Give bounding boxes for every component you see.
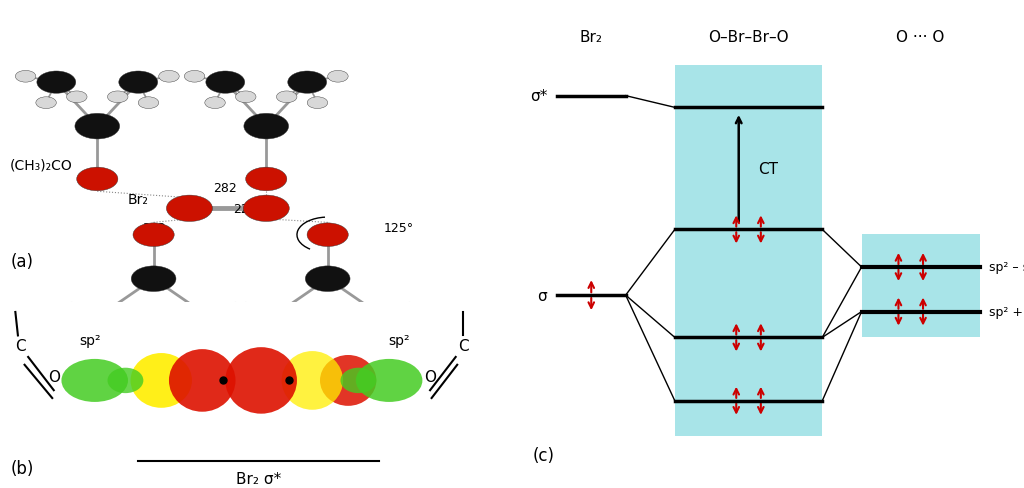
- Circle shape: [119, 72, 158, 94]
- Circle shape: [256, 329, 276, 341]
- Circle shape: [83, 303, 122, 325]
- Text: C: C: [15, 338, 26, 353]
- Text: (a): (a): [10, 253, 33, 270]
- Circle shape: [131, 266, 176, 292]
- Ellipse shape: [108, 368, 143, 393]
- Circle shape: [257, 303, 296, 325]
- Text: 282: 282: [213, 182, 238, 195]
- Ellipse shape: [340, 368, 377, 393]
- Circle shape: [328, 71, 348, 83]
- Circle shape: [67, 92, 87, 103]
- Circle shape: [174, 323, 195, 335]
- Ellipse shape: [356, 359, 422, 402]
- Circle shape: [244, 114, 289, 140]
- Circle shape: [36, 98, 56, 109]
- Circle shape: [244, 196, 290, 222]
- Text: 282: 282: [141, 222, 166, 234]
- Text: O–Br–Br–O: O–Br–Br–O: [709, 30, 788, 45]
- Ellipse shape: [61, 359, 128, 402]
- Text: O ··· O: O ··· O: [896, 30, 945, 45]
- Circle shape: [236, 303, 256, 314]
- Ellipse shape: [169, 349, 236, 412]
- Circle shape: [288, 72, 327, 94]
- Text: (c): (c): [532, 446, 554, 464]
- Circle shape: [75, 114, 120, 140]
- Circle shape: [225, 303, 246, 314]
- Bar: [861, 235, 980, 338]
- Circle shape: [205, 98, 225, 109]
- Circle shape: [236, 92, 256, 103]
- Text: (CH₃)₂CO: (CH₃)₂CO: [10, 158, 73, 172]
- Text: sp² + sp²: sp² + sp²: [989, 305, 1024, 318]
- Circle shape: [305, 266, 350, 292]
- Circle shape: [133, 224, 174, 247]
- Text: O: O: [48, 369, 59, 384]
- Text: σ*: σ*: [529, 89, 547, 104]
- Circle shape: [206, 72, 245, 94]
- Circle shape: [379, 329, 399, 341]
- Circle shape: [185, 303, 224, 325]
- Ellipse shape: [282, 351, 343, 410]
- Circle shape: [108, 92, 128, 103]
- Ellipse shape: [225, 347, 297, 414]
- Text: sp² – sp²: sp² – sp²: [989, 261, 1024, 274]
- Circle shape: [287, 323, 307, 335]
- Text: σ: σ: [538, 288, 547, 303]
- Circle shape: [15, 71, 36, 83]
- Circle shape: [276, 92, 297, 103]
- Ellipse shape: [319, 355, 377, 406]
- Text: Br₂: Br₂: [128, 193, 148, 207]
- Text: sp²: sp²: [79, 333, 100, 347]
- Circle shape: [307, 224, 348, 247]
- Circle shape: [359, 303, 398, 325]
- Circle shape: [307, 98, 328, 109]
- Circle shape: [61, 303, 82, 314]
- Text: 125°: 125°: [384, 222, 414, 234]
- Circle shape: [205, 329, 225, 341]
- Circle shape: [77, 168, 118, 191]
- Text: sp²: sp²: [389, 333, 410, 347]
- Circle shape: [159, 71, 179, 83]
- Circle shape: [37, 72, 76, 94]
- Circle shape: [184, 71, 205, 83]
- Text: Br₂ σ*: Br₂ σ*: [236, 471, 282, 486]
- Text: CT: CT: [759, 162, 778, 177]
- Ellipse shape: [131, 353, 193, 408]
- Text: C: C: [458, 338, 469, 353]
- Text: Br₂: Br₂: [580, 30, 603, 45]
- Text: (b): (b): [10, 460, 34, 477]
- Circle shape: [348, 323, 369, 335]
- Bar: [675, 66, 822, 436]
- Circle shape: [138, 98, 159, 109]
- Circle shape: [399, 303, 420, 314]
- Circle shape: [246, 168, 287, 191]
- Circle shape: [166, 196, 213, 222]
- Text: 228: 228: [233, 203, 257, 215]
- Circle shape: [82, 329, 102, 341]
- Text: O: O: [424, 369, 436, 384]
- Circle shape: [113, 323, 133, 335]
